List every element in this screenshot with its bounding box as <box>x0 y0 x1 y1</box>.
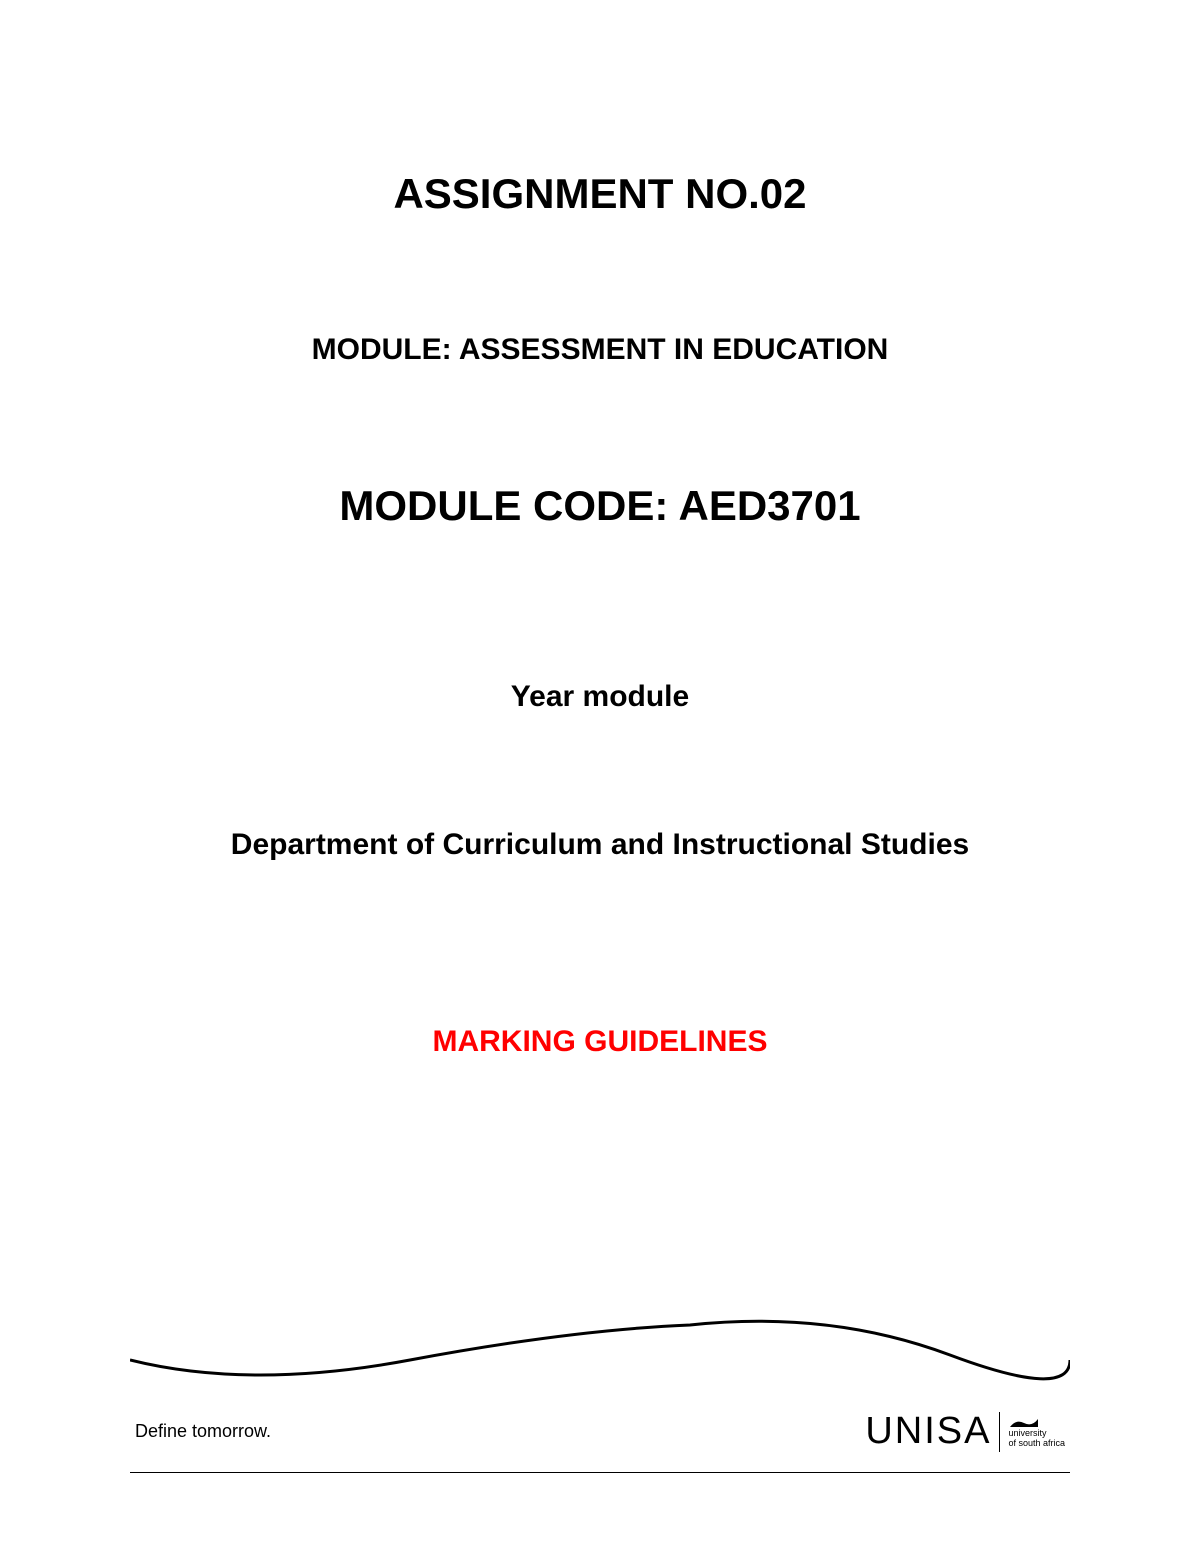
module-name: MODULE: ASSESSMENT IN EDUCATION <box>130 333 1070 367</box>
logo-right-section: university of south africa <box>1008 1415 1065 1449</box>
year-module-label: Year module <box>130 680 1070 714</box>
wave-decoration <box>130 1305 1070 1395</box>
marking-guidelines-label: MARKING GUIDELINES <box>130 1025 1070 1059</box>
logo-text: UNISA <box>865 1410 991 1453</box>
tagline: Define tomorrow. <box>135 1421 271 1442</box>
logo-divider <box>999 1412 1000 1452</box>
unisa-logo: UNISA university of south africa <box>865 1410 1065 1453</box>
department-name: Department of Curriculum and Instruction… <box>130 819 1070 870</box>
footer: Define tomorrow. UNISA university of sou… <box>130 1305 1070 1453</box>
logo-subtext-line2: of south africa <box>1008 1439 1065 1449</box>
assignment-title: ASSIGNMENT NO.02 <box>130 170 1070 218</box>
flame-icon <box>1008 1415 1040 1429</box>
footer-bottom: Define tomorrow. UNISA university of sou… <box>130 1410 1070 1453</box>
document-page: ASSIGNMENT NO.02 MODULE: ASSESSMENT IN E… <box>0 0 1200 1553</box>
bottom-line <box>130 1472 1070 1473</box>
module-code: MODULE CODE: AED3701 <box>130 482 1070 530</box>
